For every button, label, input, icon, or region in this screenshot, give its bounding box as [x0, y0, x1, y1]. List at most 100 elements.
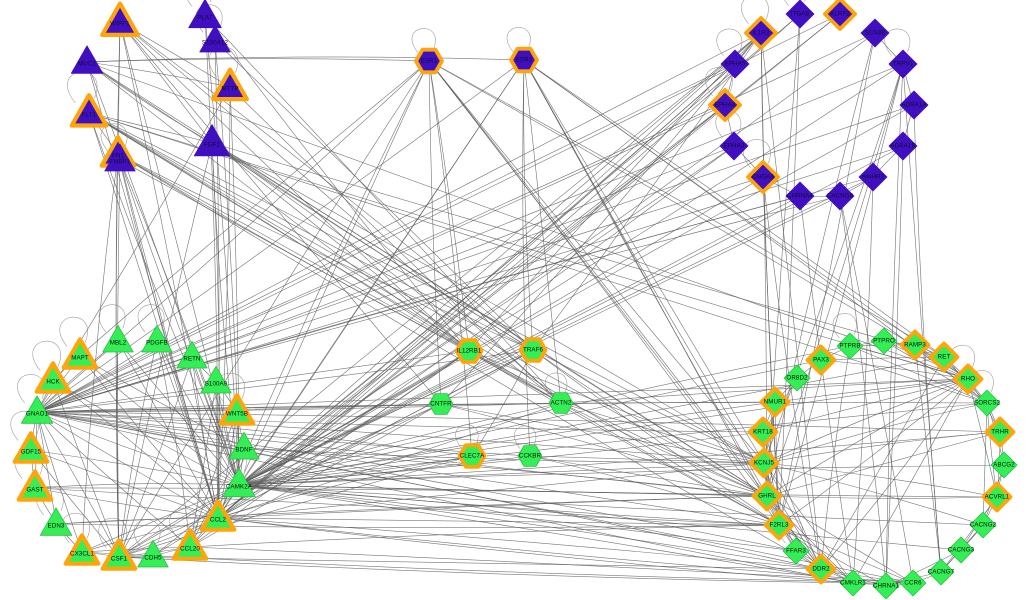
- node-shape-hexagon[interactable]: [428, 393, 454, 415]
- node-shape-diamond[interactable]: [805, 344, 837, 376]
- graph-node-acvrl1[interactable]: [981, 481, 1013, 513]
- node-shape-triangle[interactable]: [141, 324, 173, 353]
- graph-node-rho[interactable]: [952, 363, 984, 395]
- graph-node-ptprb[interactable]: [836, 332, 864, 360]
- node-shape-diamond[interactable]: [744, 16, 778, 50]
- node-shape-diamond[interactable]: [708, 88, 742, 122]
- graph-node-plat[interactable]: [188, 0, 222, 29]
- node-shape-diamond[interactable]: [782, 537, 810, 565]
- graph-node-fnbp1[interactable]: [104, 143, 136, 172]
- node-shape-diamond[interactable]: [927, 558, 955, 586]
- node-shape-diamond[interactable]: [805, 553, 837, 585]
- graph-node-ccl2[interactable]: [199, 499, 237, 532]
- graph-node-kcnj5[interactable]: [748, 447, 780, 479]
- node-shape-triangle[interactable]: [39, 507, 73, 536]
- node-shape-hexagon[interactable]: [517, 445, 543, 467]
- graph-node-f2rl3[interactable]: [763, 509, 795, 541]
- node-shape-hexagon[interactable]: [457, 443, 487, 469]
- node-shape-triangle[interactable]: [188, 0, 222, 29]
- node-shape-diamond[interactable]: [872, 572, 900, 600]
- node-shape-diamond[interactable]: [785, 0, 815, 29]
- node-shape-diamond[interactable]: [785, 181, 815, 211]
- graph-node-camk2a[interactable]: [222, 467, 256, 498]
- graph-node-ccl20[interactable]: [171, 528, 209, 561]
- graph-node-epha5[interactable]: [720, 49, 750, 79]
- graph-node-mbl2[interactable]: [102, 324, 134, 353]
- graph-node-ghrl[interactable]: [751, 480, 783, 512]
- node-shape-diamond[interactable]: [751, 480, 783, 512]
- node-shape-diamond[interactable]: [825, 181, 855, 211]
- graph-node-ret[interactable]: [928, 341, 960, 373]
- graph-node-cacng3[interactable]: [947, 536, 975, 564]
- node-shape-diamond[interactable]: [928, 341, 960, 373]
- node-shape-diamond[interactable]: [969, 511, 997, 539]
- node-shape-diamond[interactable]: [984, 416, 1016, 448]
- graph-node-chrna1[interactable]: [872, 572, 900, 600]
- node-shape-triangle[interactable]: [211, 67, 249, 102]
- graph-node-edn3[interactable]: [39, 507, 73, 536]
- node-shape-diamond[interactable]: [748, 447, 780, 479]
- node-shape-diamond[interactable]: [759, 386, 791, 418]
- node-shape-diamond[interactable]: [899, 90, 929, 120]
- graph-node-wnt5b[interactable]: [218, 393, 256, 426]
- node-shape-triangle[interactable]: [137, 539, 169, 568]
- node-shape-diamond[interactable]: [973, 389, 1001, 417]
- node-shape-hexagon[interactable]: [509, 46, 539, 74]
- node-shape-triangle[interactable]: [12, 431, 50, 464]
- graph-node-cckbr[interactable]: [517, 445, 543, 467]
- graph-node-flt1[interactable]: [69, 93, 109, 128]
- node-shape-triangle[interactable]: [63, 533, 101, 566]
- node-shape-diamond[interactable]: [860, 18, 890, 48]
- graph-node-epha4[interactable]: [708, 88, 742, 122]
- node-shape-triangle[interactable]: [218, 393, 256, 426]
- graph-node-csf1[interactable]: [100, 538, 138, 571]
- node-shape-triangle[interactable]: [34, 361, 72, 394]
- node-shape-diamond[interactable]: [990, 451, 1018, 479]
- graph-node-hck[interactable]: [34, 361, 72, 394]
- graph-node-cdh5[interactable]: [137, 539, 169, 568]
- node-shape-diamond[interactable]: [836, 332, 864, 360]
- graph-node-cacng7[interactable]: [927, 558, 955, 586]
- node-shape-triangle[interactable]: [171, 528, 209, 561]
- graph-node-gdf15[interactable]: [12, 431, 50, 464]
- graph-node-retn[interactable]: [176, 340, 208, 369]
- node-shape-triangle[interactable]: [61, 337, 99, 370]
- node-shape-triangle[interactable]: [200, 365, 232, 394]
- node-shape-triangle[interactable]: [69, 93, 109, 128]
- graph-node-esr1[interactable]: [414, 47, 444, 75]
- node-shape-triangle[interactable]: [228, 431, 260, 460]
- node-shape-diamond[interactable]: [746, 160, 780, 194]
- graph-node-gast[interactable]: [16, 469, 54, 502]
- graph-node-trpv1[interactable]: [888, 49, 918, 79]
- graph-node-s100a12[interactable]: [199, 24, 231, 53]
- node-shape-triangle[interactable]: [20, 395, 54, 424]
- node-shape-hexagon[interactable]: [454, 338, 484, 364]
- graph-node-ramp3[interactable]: [899, 329, 931, 361]
- node-shape-diamond[interactable]: [783, 364, 811, 392]
- node-layer[interactable]: [12, 0, 1018, 600]
- graph-node-pax3[interactable]: [805, 344, 837, 376]
- node-shape-diamond[interactable]: [899, 329, 931, 361]
- graph-node-ccr6[interactable]: [899, 569, 927, 597]
- node-shape-triangle[interactable]: [100, 1, 140, 38]
- graph-node-klrf2[interactable]: [823, 0, 857, 31]
- graph-node-epha3[interactable]: [719, 131, 749, 161]
- node-shape-triangle[interactable]: [100, 538, 138, 571]
- graph-node-ddr2[interactable]: [805, 553, 837, 585]
- node-shape-diamond[interactable]: [899, 569, 927, 597]
- node-shape-triangle[interactable]: [102, 324, 134, 353]
- graph-node-sorcs2[interactable]: [973, 389, 1001, 417]
- node-shape-diamond[interactable]: [839, 569, 867, 597]
- node-shape-diamond[interactable]: [870, 327, 898, 355]
- node-shape-diamond[interactable]: [981, 481, 1013, 513]
- graph-node-cnga3[interactable]: [746, 160, 780, 194]
- graph-node-actn2[interactable]: [548, 392, 574, 414]
- graph-node-esr2[interactable]: [509, 46, 539, 74]
- graph-node-ffar3[interactable]: [782, 537, 810, 565]
- node-shape-hexagon[interactable]: [548, 392, 574, 414]
- node-shape-hexagon[interactable]: [518, 337, 548, 363]
- node-shape-triangle[interactable]: [70, 45, 104, 74]
- graph-node-s100a9[interactable]: [200, 365, 232, 394]
